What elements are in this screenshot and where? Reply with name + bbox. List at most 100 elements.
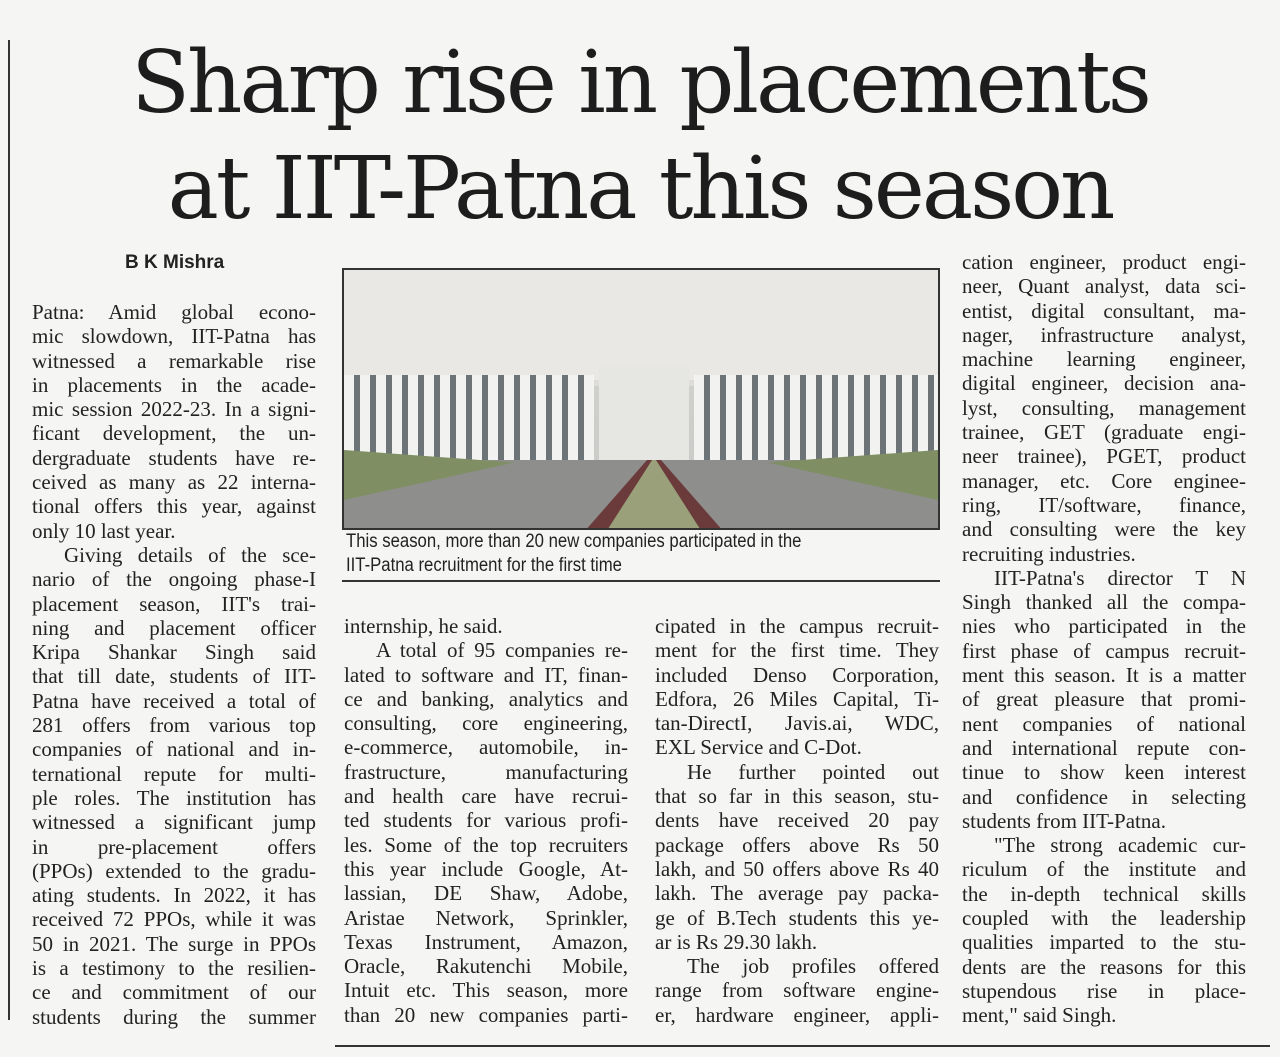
article-line: witnessed a significant jump (32, 810, 316, 835)
article-line: ted students for various profi- (344, 808, 628, 833)
article-line: He further pointed out (687, 759, 939, 784)
headline-line-1: Sharp rise in placements (131, 33, 1152, 133)
caption-line-2: IIT-Patna recruitment for the first time (346, 555, 622, 576)
article-line: companies of national and in- (32, 737, 316, 762)
article-line: neer, Quant analyst, data sci- (962, 274, 1246, 299)
article-line: nent companies of national (962, 711, 1246, 736)
article-line: qualities imparted to the stu- (962, 930, 1246, 955)
photo-caption: This season, more than 20 new companies … (346, 530, 944, 578)
byline: B K Mishra (125, 252, 225, 273)
article-line: tinue to show keen interest (962, 760, 1246, 785)
article-line: ple roles. The institution has (32, 785, 316, 810)
article-line: ment," said Singh. (962, 1003, 1117, 1028)
article-line: this year include Google, At- (344, 856, 628, 881)
headline-line-2: at IIT-Patna this season (167, 139, 1116, 239)
article-column-4: cation engineer, product engi-neer, Quan… (962, 250, 1246, 1028)
article-line: placement season, IIT's trai- (32, 591, 316, 616)
article-line: lyst, consulting, management (962, 395, 1246, 420)
article-line: ar is Rs 29.30 lakh. (655, 929, 818, 954)
article-line: lakh, and 50 offers above Rs 40 (655, 856, 939, 881)
article-line: Patna: Amid global econo- (32, 300, 316, 324)
article-line: (PPOs) extended to the gradu- (32, 858, 316, 883)
photo-building-right (694, 375, 938, 465)
article-line: dents have received 20 pay (655, 808, 939, 833)
article-line: neer trainee), PGET, product (962, 444, 1246, 469)
caption-line-1: This season, more than 20 new companies … (346, 531, 802, 552)
article-line: witnessed a remarkable rise (32, 348, 316, 373)
article-line: consulting, core engineering, (344, 711, 628, 736)
article-line: e-commerce, automobile, in- (344, 735, 628, 760)
article-line: ternational repute for multi- (32, 761, 316, 786)
article-line: Giving details of the sce- (64, 542, 316, 567)
article-line: Aristae Network, Sprinkler, (344, 905, 628, 930)
article-line: A total of 95 companies re- (376, 638, 628, 663)
article-line: is a testimony to the resilien- (32, 956, 316, 981)
article-line: nager, infrastructure analyst, (962, 322, 1246, 347)
page-edge (8, 40, 10, 1020)
article-line: The job profiles offered (687, 954, 939, 979)
article-line: Edfora, 26 Miles Capital, Ti- (655, 686, 939, 711)
article-line: ficant development, the un- (32, 421, 316, 446)
article-line: Texas Instrument, Amazon, (344, 929, 628, 954)
article-line: machine learning engineer, (962, 347, 1246, 372)
article-line: ment this season. It is a matter (962, 663, 1246, 688)
article-line: dents are the reasons for this (962, 954, 1246, 979)
article-line: tan-DirectI, Javis.ai, WDC, (655, 711, 939, 736)
article-line: range from software engine- (655, 978, 939, 1003)
article-line: ment for the first time. They (655, 638, 939, 663)
article-line: only 10 last year. (32, 518, 176, 543)
article-line: nario of the ongoing phase-I (32, 567, 316, 592)
article-line: Singh thanked all the compa- (962, 590, 1246, 615)
article-line: ce and banking, analytics and (344, 686, 628, 711)
article-line: IIT-Patna's director T N (994, 565, 1246, 590)
article-line: Intuit etc. This season, more (344, 978, 628, 1003)
article-line: digital engineer, decision ana- (962, 371, 1246, 396)
article-line: 281 offers from various top (32, 713, 316, 738)
article-line: that till date, students of IIT- (32, 664, 316, 689)
article-line: and health care have recrui- (344, 784, 628, 809)
article-line: and international repute con- (962, 735, 1246, 760)
article-line: that so far in this season, stu- (655, 784, 939, 809)
article-line: lated to software and IT, finan- (344, 662, 628, 687)
article-line: package offers above Rs 50 (655, 832, 939, 857)
photo-building-left (344, 375, 594, 465)
article-line: lassian, DE Shaw, Adobe, (344, 881, 628, 906)
article-line: cation engineer, product engi- (962, 250, 1246, 274)
article-column-3: cipated in the campus recruit-ment for t… (655, 614, 939, 1027)
article-line: ce and commitment of our (32, 980, 316, 1005)
article-line: lakh. The average pay packa- (655, 881, 939, 906)
article-line: EXL Service and C-Dot. (655, 735, 862, 760)
article-line: Oracle, Rakutenchi Mobile, (344, 954, 628, 979)
article-line: first phase of campus recruit- (962, 638, 1246, 663)
campus-photo (342, 268, 940, 530)
article-line: coupled with the leadership (962, 906, 1246, 931)
article-line: than 20 new companies parti- (344, 1002, 628, 1027)
article-line: internship, he said. (344, 614, 503, 638)
article-line: mic session 2022-23. In a signi- (32, 397, 316, 422)
article-line: cipated in the campus recruit- (655, 614, 939, 638)
article-line: mic slowdown, IIT-Patna has (32, 324, 316, 349)
article-line: ning and placement officer (32, 615, 316, 640)
article-line: trainee, GET (graduate engi- (962, 420, 1246, 445)
article-line: in pre-placement offers (32, 834, 316, 859)
article-line: and confidence in selecting (962, 784, 1246, 809)
article-line: ceived as many as 22 interna- (32, 470, 316, 495)
article-line: and consulting were the key (962, 517, 1246, 542)
article-line: ring, IT/software, finance, (962, 492, 1246, 517)
article-column-1: Patna: Amid global econo-mic slowdown, I… (32, 300, 316, 1029)
article-line: of great pleasure that promi- (962, 687, 1246, 712)
article-line: manager, etc. Core enginee- (962, 468, 1246, 493)
article-line: frastructure, manufacturing (344, 759, 628, 784)
article-line: tional offers this year, against (32, 494, 316, 519)
article-line: "The strong academic cur- (994, 833, 1246, 858)
article-line: in placements in the acade- (32, 372, 316, 397)
article-line: les. Some of the top recruiters (344, 832, 628, 857)
photo-gate (599, 365, 689, 465)
article-line: included Denso Corporation, (655, 662, 939, 687)
article-line: ge of B.Tech students this ye- (655, 905, 939, 930)
article-column-2: internship, he said. A total of 95 compan… (344, 614, 628, 1027)
article-line: ating students. In 2022, it has (32, 883, 316, 908)
article-line: the in-depth technical skills (962, 881, 1246, 906)
bottom-rule (335, 1045, 1270, 1047)
photo-sky (344, 270, 938, 380)
